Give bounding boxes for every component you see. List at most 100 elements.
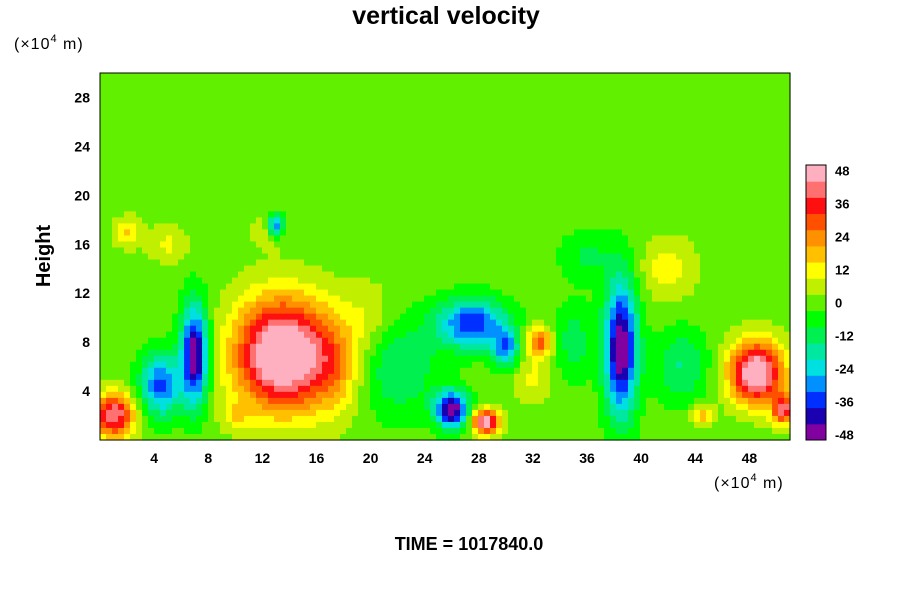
heatmap-cell: [196, 259, 203, 267]
heatmap-cell: [184, 265, 191, 273]
heatmap-cell: [130, 307, 137, 315]
heatmap-cell: [250, 331, 257, 339]
heatmap-cell: [214, 217, 221, 225]
heatmap-cell: [628, 295, 635, 303]
heatmap-cell: [604, 325, 611, 333]
heatmap-cell: [154, 73, 161, 80]
heatmap-cell: [724, 133, 731, 140]
heatmap-cell: [622, 85, 629, 92]
heatmap-cell: [436, 109, 443, 116]
heatmap-cell: [784, 187, 791, 194]
heatmap-cell: [304, 253, 311, 261]
heatmap-cell: [568, 223, 575, 231]
heatmap-cell: [238, 223, 245, 231]
heatmap-cell: [730, 217, 737, 225]
heatmap-cell: [118, 91, 125, 98]
heatmap-cell: [202, 229, 209, 237]
heatmap-cell: [514, 211, 521, 218]
heatmap-cell: [358, 103, 365, 110]
heatmap-cell: [778, 151, 785, 158]
heatmap-cell: [544, 199, 551, 206]
heatmap-cell: [298, 265, 305, 273]
heatmap-cell: [682, 295, 689, 303]
heatmap-cell: [358, 97, 365, 104]
heatmap-cell: [766, 175, 773, 182]
heatmap-cell: [196, 247, 203, 255]
heatmap-cell: [496, 235, 503, 243]
heatmap-cell: [508, 283, 515, 291]
heatmap-cell: [460, 247, 467, 255]
heatmap-cell: [574, 103, 581, 110]
heatmap-cell: [118, 307, 125, 315]
heatmap-cell: [172, 97, 179, 104]
heatmap-cell: [628, 175, 635, 182]
heatmap-cell: [508, 199, 515, 206]
heatmap-cell: [754, 127, 761, 134]
heatmap-cell: [742, 121, 749, 128]
heatmap-cell: [220, 313, 227, 321]
heatmap-cell: [592, 313, 599, 321]
heatmap-cell: [196, 133, 203, 140]
heatmap-cell: [562, 145, 569, 152]
heatmap-cell: [166, 247, 173, 255]
heatmap-cell: [166, 181, 173, 188]
heatmap-cell: [634, 169, 641, 176]
heatmap-cell: [772, 151, 779, 158]
heatmap-cell: [244, 181, 251, 188]
heatmap-cell: [778, 271, 785, 279]
heatmap-cell: [364, 217, 371, 225]
heatmap-cell: [112, 283, 119, 291]
heatmap-cell: [430, 85, 437, 92]
heatmap-cell: [688, 91, 695, 98]
heatmap-cell: [118, 295, 125, 303]
heatmap-cell: [286, 283, 293, 291]
heatmap-cell: [232, 121, 239, 128]
heatmap-cell: [382, 259, 389, 267]
heatmap-cell: [298, 253, 305, 261]
heatmap-cell: [712, 181, 719, 188]
heatmap-cell: [460, 223, 467, 231]
heatmap-cell: [376, 169, 383, 176]
heatmap-cell: [580, 325, 587, 333]
heatmap-cell: [490, 121, 497, 128]
heatmap-cell: [604, 301, 611, 309]
heatmap-cell: [664, 91, 671, 98]
heatmap-cell: [250, 313, 257, 321]
heatmap-cell: [448, 283, 455, 291]
heatmap-cell: [520, 229, 527, 237]
heatmap-cell: [550, 193, 557, 200]
heatmap-cell: [778, 97, 785, 104]
heatmap-cell: [394, 109, 401, 116]
heatmap-cell: [250, 289, 257, 297]
heatmap-cell: [700, 103, 707, 110]
heatmap-cell: [514, 247, 521, 255]
heatmap-cell: [346, 103, 353, 110]
heatmap-cell: [274, 217, 281, 225]
heatmap-cell: [352, 127, 359, 134]
heatmap-cell: [448, 97, 455, 104]
heatmap-cell: [658, 283, 665, 291]
heatmap-cell: [664, 289, 671, 297]
heatmap-cell: [274, 157, 281, 164]
heatmap-cell: [172, 193, 179, 200]
heatmap-cell: [136, 121, 143, 128]
heatmap-cell: [646, 205, 653, 212]
heatmap-cell: [628, 139, 635, 146]
heatmap-cell: [436, 169, 443, 176]
heatmap-cell: [166, 295, 173, 303]
heatmap-cell: [148, 307, 155, 315]
heatmap-cell: [172, 283, 179, 291]
heatmap-cell: [718, 85, 725, 92]
heatmap-cell: [310, 193, 317, 200]
heatmap-cell: [448, 103, 455, 110]
heatmap-cell: [262, 325, 269, 333]
heatmap-cell: [400, 97, 407, 104]
heatmap-cell: [658, 157, 665, 164]
heatmap-cell: [268, 235, 275, 243]
heatmap-cell: [226, 103, 233, 110]
heatmap-cell: [310, 127, 317, 134]
heatmap-cell: [274, 205, 281, 212]
heatmap-cell: [580, 127, 587, 134]
heatmap-cell: [508, 325, 515, 333]
heatmap-cell: [436, 163, 443, 170]
